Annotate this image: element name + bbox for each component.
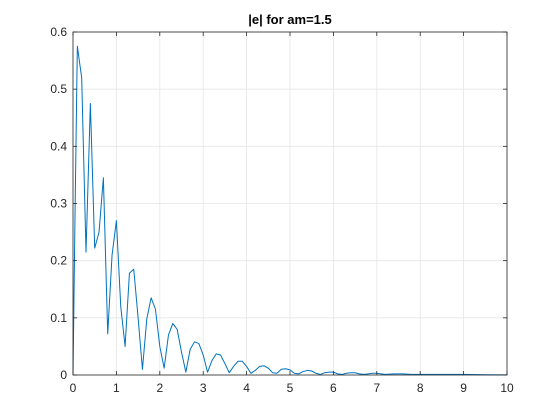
y-tick-label: 0	[60, 368, 67, 382]
series-layer	[72, 45, 508, 376]
x-tick-label: 0	[70, 381, 77, 395]
chart-title: |e| for am=1.5	[248, 12, 332, 27]
y-tick-label: 0.6	[50, 25, 67, 39]
x-tick-label: 3	[200, 381, 207, 395]
x-tick-label: 8	[417, 381, 424, 395]
tick-marks	[72, 31, 508, 376]
y-tick-label: 0.1	[50, 311, 67, 325]
x-tick-label: 9	[460, 381, 467, 395]
series-line-0	[72, 45, 508, 376]
y-tick-label: 0.4	[50, 139, 67, 153]
x-tick-label: 2	[156, 381, 163, 395]
x-tick-label: 4	[243, 381, 250, 395]
x-tick-label: 6	[330, 381, 337, 395]
y-tick-labels: 0 0.1 0.2 0.3 0.4 0.5 0.6	[50, 25, 67, 382]
y-tick-label: 0.5	[50, 82, 67, 96]
x-tick-label: 1	[113, 381, 120, 395]
y-tick-label: 0.3	[50, 197, 67, 211]
x-tick-label: 10	[500, 381, 514, 395]
x-tick-label: 5	[287, 381, 294, 395]
x-tick-labels: 0 1 2 3 4 5 6 7 8 9 10	[70, 381, 514, 395]
x-tick-label: 7	[373, 381, 380, 395]
y-tick-label: 0.2	[50, 254, 67, 268]
